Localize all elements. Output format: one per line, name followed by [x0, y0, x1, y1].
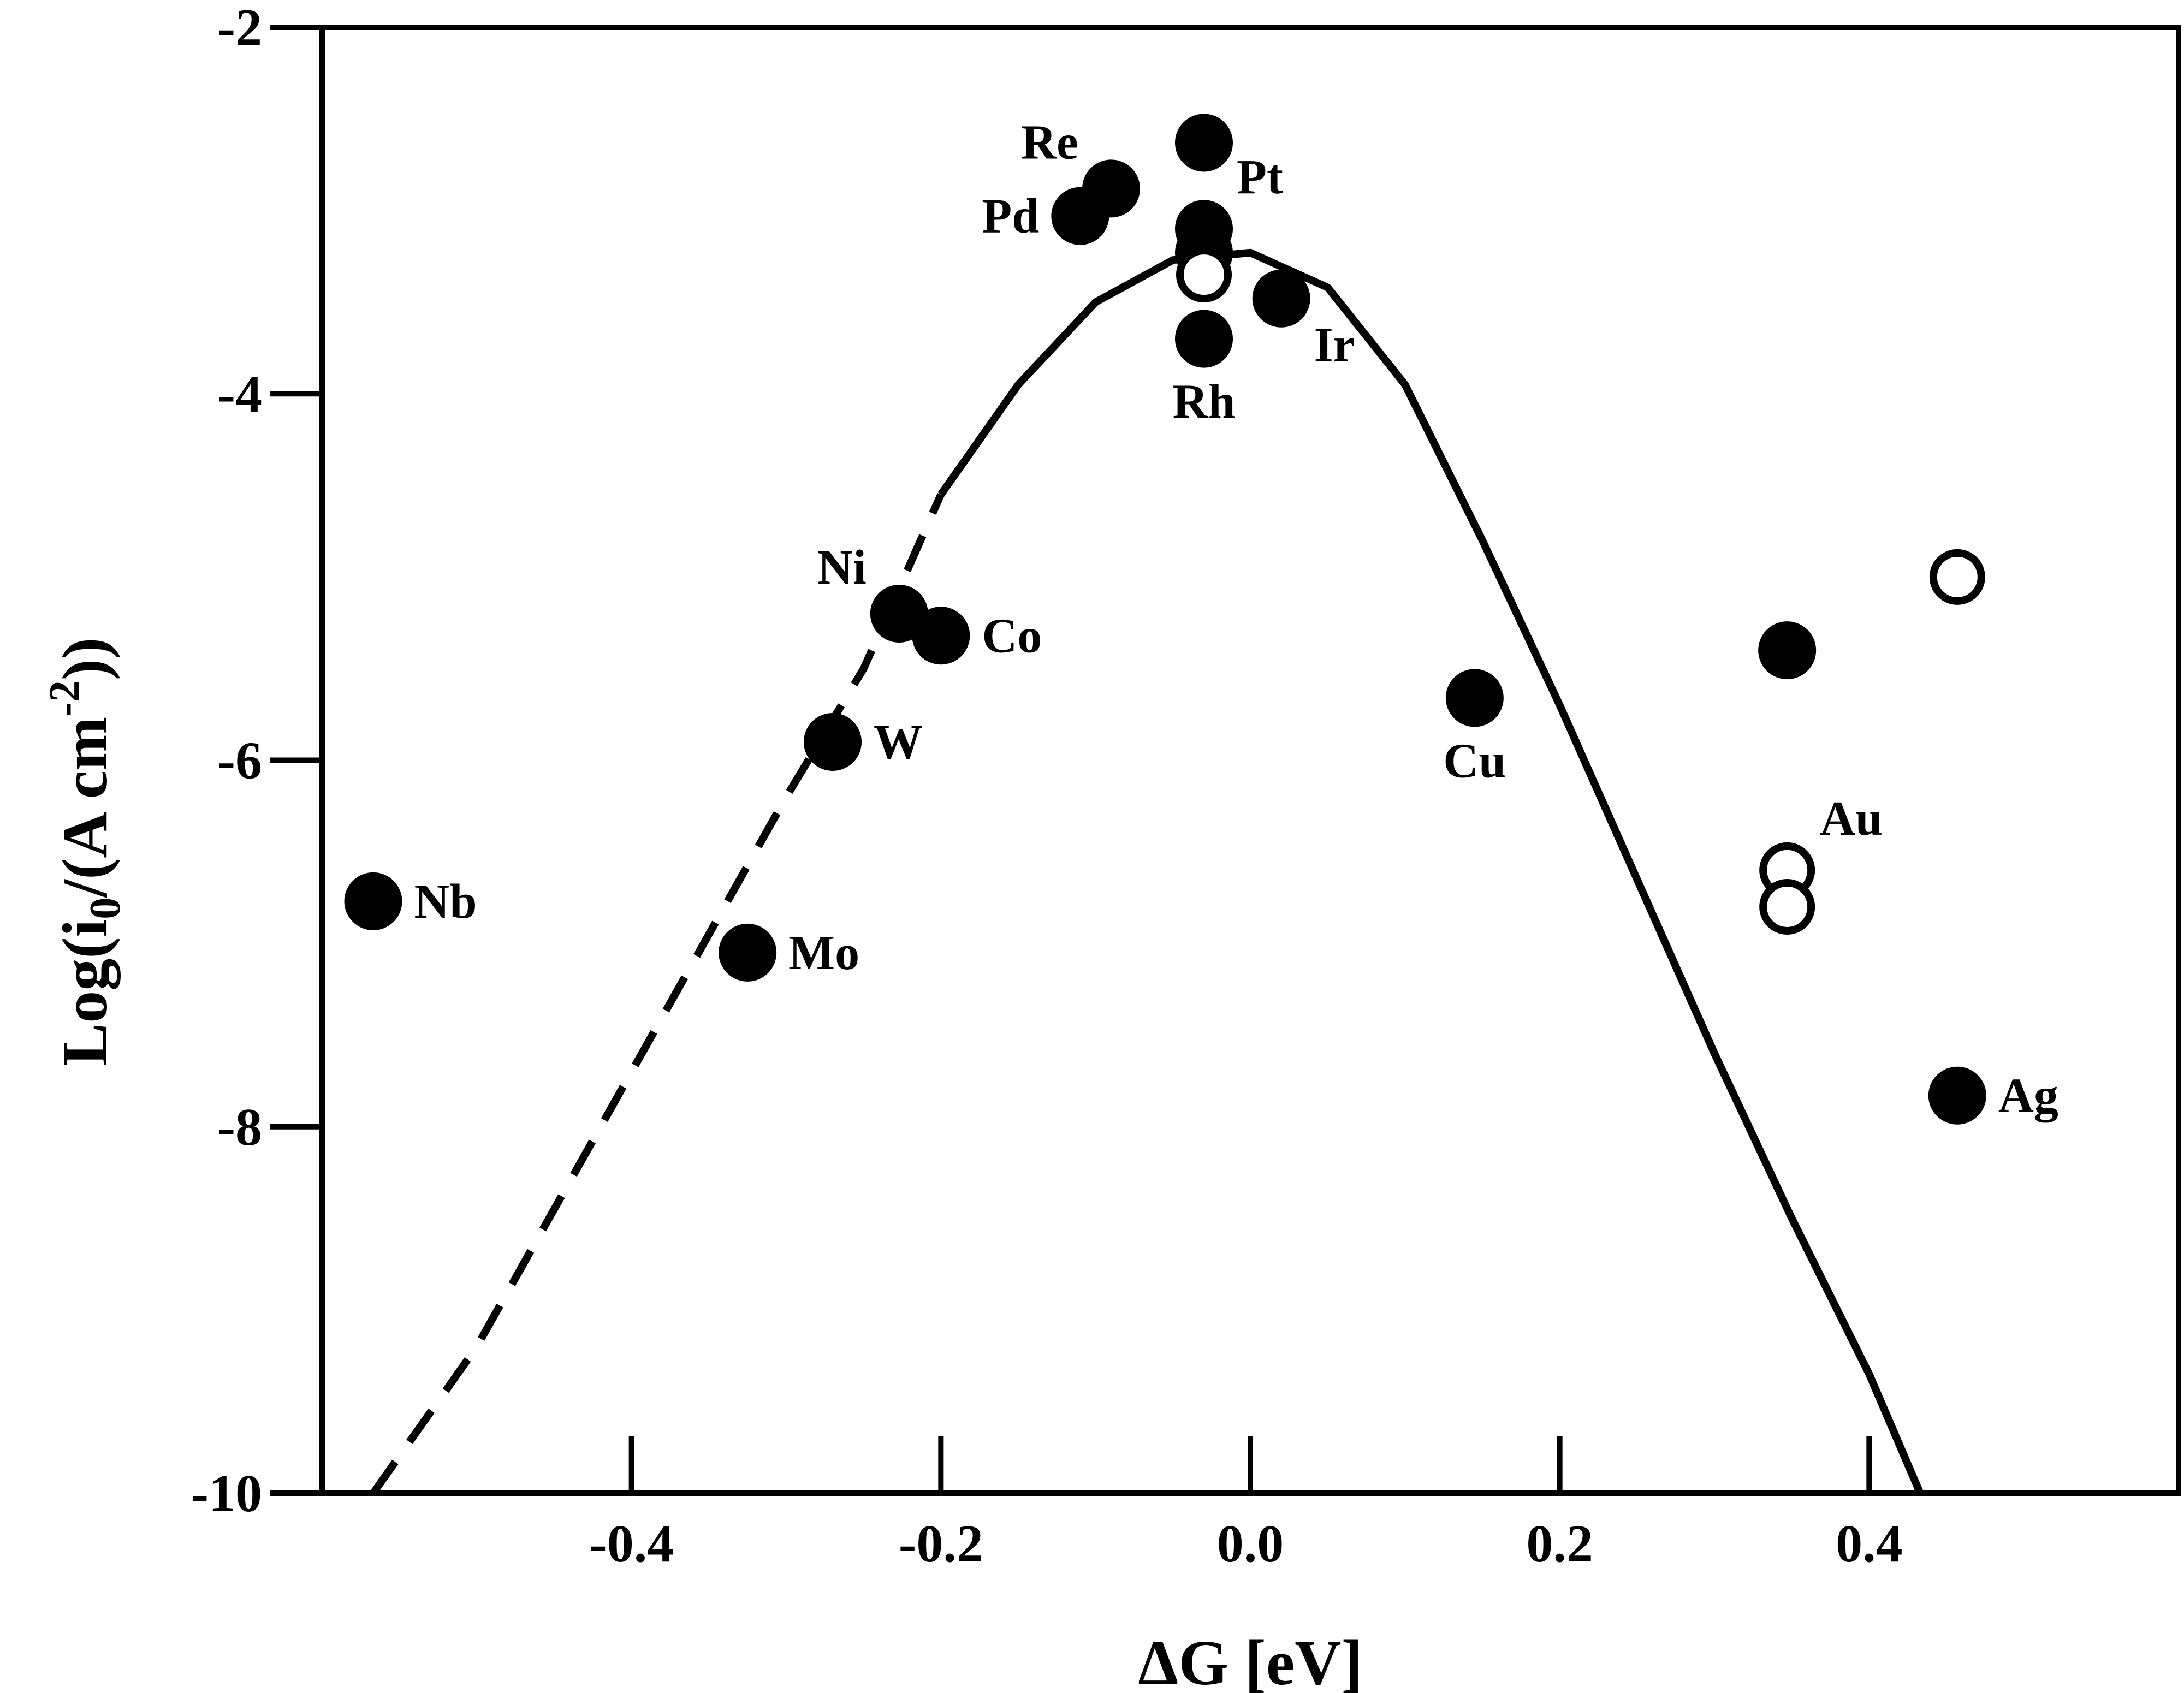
y-axis-title-prefix: Log(i — [49, 919, 121, 1066]
filled-point — [719, 923, 777, 982]
x-axis-title: ΔG [eV] — [1138, 1627, 1362, 1693]
y-axis-title-middle: /(A cm — [49, 717, 121, 899]
open-point — [1176, 247, 1232, 303]
volcano-curve-dashed — [370, 492, 945, 1496]
point-label: Mo — [788, 926, 859, 980]
x-tick-label: 0.0 — [1217, 1514, 1284, 1573]
point-label: Nb — [414, 875, 477, 929]
filled-point — [1445, 669, 1504, 727]
x-tick-label: 0.4 — [1836, 1514, 1903, 1573]
filled-point — [1175, 310, 1233, 368]
filled-point — [1175, 114, 1233, 172]
point-label: Rh — [1172, 375, 1235, 429]
open-point — [1929, 549, 1985, 605]
filled-point — [1082, 159, 1140, 218]
y-tick-label: -2 — [217, 0, 262, 57]
y-tick-label: -8 — [217, 1098, 262, 1157]
filled-point — [1758, 621, 1817, 680]
volcano-curve-solid — [937, 248, 1924, 1495]
point-label: W — [874, 715, 923, 769]
point-label: Au — [1820, 792, 1883, 846]
point-label: Pd — [982, 189, 1039, 243]
point-label: Ag — [1998, 1069, 2058, 1123]
point-label: Ni — [817, 540, 867, 595]
filled-point — [1928, 1066, 1986, 1125]
point-label: Co — [982, 609, 1042, 663]
point-label: Re — [1021, 115, 1078, 169]
data-markers-layer — [344, 114, 1986, 1125]
x-tick-label: -0.4 — [589, 1514, 674, 1573]
point-label: Ir — [1314, 318, 1355, 372]
point-label: Pt — [1237, 150, 1283, 204]
plot-frame — [319, 25, 2181, 1496]
y-axis-title-superscript: -2 — [41, 680, 89, 717]
y-tick-label: -4 — [217, 365, 262, 424]
x-tick-label: -0.2 — [899, 1514, 983, 1573]
filled-point — [1252, 269, 1310, 328]
volcano-curve-layer — [370, 248, 1924, 1496]
y-axis-title-subscript: 0 — [81, 898, 129, 919]
filled-point — [912, 607, 970, 665]
y-tick-label: -6 — [217, 732, 262, 791]
filled-point — [344, 872, 402, 930]
y-tick-label: -10 — [191, 1464, 262, 1523]
axes-layer: -0.4 -0.2 0.0 0.2 0.4 -10 -8 -6 -4 -2 — [191, 0, 2181, 1573]
y-axis-title-suffix: )) — [49, 638, 121, 681]
y-axis-title: Log(i0/(A cm-2)) — [41, 638, 129, 1066]
x-tick-label: 0.2 — [1526, 1514, 1593, 1573]
open-point — [1759, 879, 1815, 935]
filled-point — [804, 712, 862, 771]
point-labels-layer: Nb Mo W Ni Co Pd Re Pt Rh Ir Cu Au Ag — [414, 115, 2058, 1122]
point-label: Cu — [1443, 734, 1506, 788]
